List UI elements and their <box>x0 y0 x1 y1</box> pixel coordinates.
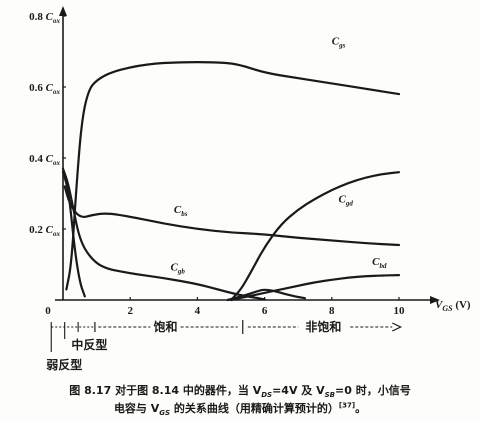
curve-cgb <box>61 167 266 301</box>
x-axis-arrow <box>430 296 440 304</box>
caption-reference: [37] <box>338 401 356 410</box>
caption-text-1: 图 8.17 对于图 8.14 中的器件，当 V <box>69 384 262 397</box>
curve-cgd <box>229 171 401 302</box>
non-saturation-arrow <box>392 322 403 332</box>
chart-curves <box>61 61 401 302</box>
caption-period: 。 <box>355 402 367 415</box>
curve-label-cbd: Cbd <box>372 256 387 270</box>
caption-sub-gs: GS <box>159 409 171 418</box>
region-weak-inversion-label: 弱反型 <box>46 357 82 372</box>
origin-label: 0 <box>45 305 51 317</box>
caption-sub-ds: DS <box>261 391 273 400</box>
curve-cbd <box>229 274 401 302</box>
caption-text-5: 的关系曲线（用精确计算预计的） <box>170 402 339 415</box>
x-tick-label: 2 <box>127 305 133 317</box>
curve-cgs <box>65 61 401 291</box>
figure-caption-line1: 图 8.17 对于图 8.14 中的器件，当 VDS=4V 及 VSB=0 时，… <box>0 382 480 399</box>
x-tick-label: 4 <box>195 305 201 317</box>
y-tick-label: 0.6 Cox <box>29 82 60 96</box>
curve-label-cgd: Cgd <box>339 193 354 207</box>
chart-axes: 0 2 4 6 8 10 VGS (V) 0.8 Cox 0.6 Cox 0.4 Cox 0.2 C… <box>29 6 471 317</box>
x-tick-label: 10 <box>394 305 406 317</box>
curve-label-cgs: Cgs <box>332 35 346 49</box>
caption-text-2: =4V 及 V <box>272 384 325 397</box>
x-tick-label: 8 <box>329 305 335 317</box>
curve-unlabeled-6 <box>226 288 306 302</box>
y-tick-label: 0.4 Cox <box>29 153 60 167</box>
x-tick-label: 6 <box>262 305 268 317</box>
caption-sub-sb: SB <box>324 391 336 400</box>
y-axis-arrow <box>59 6 67 16</box>
y-tick-label: 0.8 Cox <box>29 11 60 25</box>
region-saturation-label: 饱和 <box>153 319 177 334</box>
chart-labels: Cgs Cbs Cgb Cgd Cbd <box>171 35 387 275</box>
curve-unlabeled-5 <box>61 171 86 298</box>
caption-text-3: =0 时，小信号 <box>335 384 411 397</box>
curve-cbs <box>63 185 401 247</box>
region-moderate-inversion-label: 中反型 <box>71 337 107 352</box>
figure-caption-line2: 电容与 VGS 的关系曲线（用精确计算预计的）[37]。 <box>0 400 480 417</box>
caption-text-4: 电容与 V <box>113 402 160 415</box>
capacitance-chart: 0 2 4 6 8 10 VGS (V) 0.8 Cox 0.6 Cox 0.4 Cox 0.2 C… <box>29 6 471 372</box>
curve-label-cgb: Cgb <box>171 262 186 276</box>
x-axis-label: VGS (V) <box>435 299 471 313</box>
curve-label-cbs: Cbs <box>174 204 188 218</box>
y-tick-label: 0.2 Cox <box>29 224 60 238</box>
region-non-saturation-label: 非饱和 <box>305 319 341 334</box>
